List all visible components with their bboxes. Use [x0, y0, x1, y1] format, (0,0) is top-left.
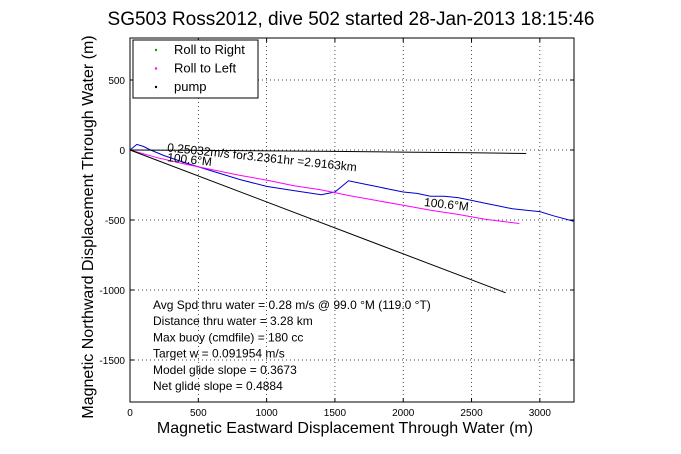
legend-label: Roll to Left	[174, 61, 237, 76]
axis-ticks: 0 500 1000 1500 2000 2500 3000 -1500 -1000 -500 0 5…	[99, 38, 574, 419]
legend-marker	[154, 67, 158, 70]
legend-label: pump	[174, 79, 207, 94]
x-tick-label: 3000	[529, 408, 552, 419]
x-tick-label: 1500	[324, 408, 347, 419]
legend-marker	[154, 48, 158, 52]
legend-marker	[154, 85, 158, 89]
info-line: Target w = 0.091954 m/s	[153, 347, 285, 361]
info-block: Avg Spd thru water = 0.28 m/s @ 99.0 °M …	[153, 298, 431, 393]
series-current	[129, 149, 527, 154]
annotation-text: 100.6°M	[423, 195, 469, 214]
annotation-text: 100.6°M	[167, 150, 213, 169]
info-line: Avg Spd thru water = 0.28 m/s @ 99.0 °M …	[153, 298, 431, 312]
y-tick-label: -1000	[99, 286, 125, 297]
series-track	[129, 143, 575, 222]
plot-area	[129, 37, 575, 403]
x-tick-label: 1000	[255, 408, 278, 419]
y-tick-label: -1500	[99, 356, 125, 367]
series-roll-left	[129, 149, 520, 224]
y-tick-label: 0	[119, 146, 125, 157]
x-axis-label: Magnetic Eastward Displacement Through W…	[157, 420, 533, 437]
info-line: Net glide slope = 0.4884	[153, 379, 283, 393]
x-tick-label: 2500	[460, 408, 483, 419]
series-layer	[129, 143, 575, 294]
x-tick-label: 500	[190, 408, 207, 419]
legend-box	[132, 39, 259, 99]
x-tick-label: 0	[127, 408, 133, 419]
y-tick-label: -500	[105, 216, 125, 227]
legend-label: Roll to Right	[174, 42, 245, 57]
x-tick-label: 2000	[392, 408, 415, 419]
info-line: Distance thru water = 3.28 km	[153, 314, 313, 328]
y-axis-label: Magnetic Northward Displacement Through …	[80, 35, 97, 418]
legend: Roll to Right Roll to Left pump	[132, 39, 259, 99]
info-line: Model glide slope = 0.3673	[153, 363, 297, 377]
series-heading-line	[129, 149, 506, 294]
chart-title: SG503 Ross2012, dive 502 started 28-Jan-…	[108, 9, 595, 30]
y-tick-label: 500	[108, 76, 125, 87]
grid-lines	[130, 38, 574, 402]
info-line: Max buoy (cmdfile) = 180 cc	[153, 330, 303, 344]
